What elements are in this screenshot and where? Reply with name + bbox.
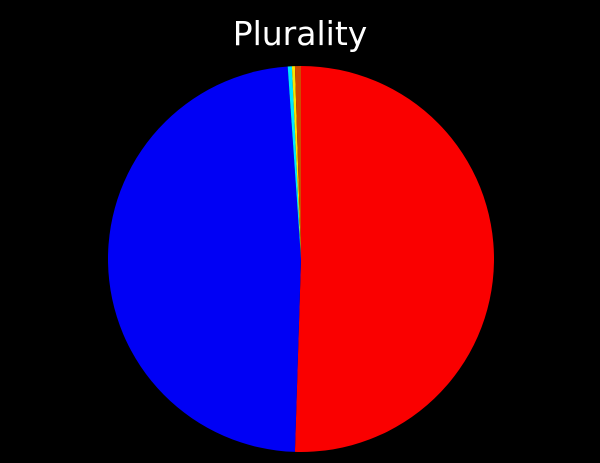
pie-slice-3 xyxy=(287,66,301,259)
pie-slices xyxy=(108,66,495,453)
pie-slice-5 xyxy=(294,66,301,259)
chart-title: Plurality xyxy=(232,14,368,53)
pie-slice-4 xyxy=(291,66,301,259)
pie-slice-2 xyxy=(108,66,301,452)
pie-slice-1 xyxy=(294,66,495,453)
